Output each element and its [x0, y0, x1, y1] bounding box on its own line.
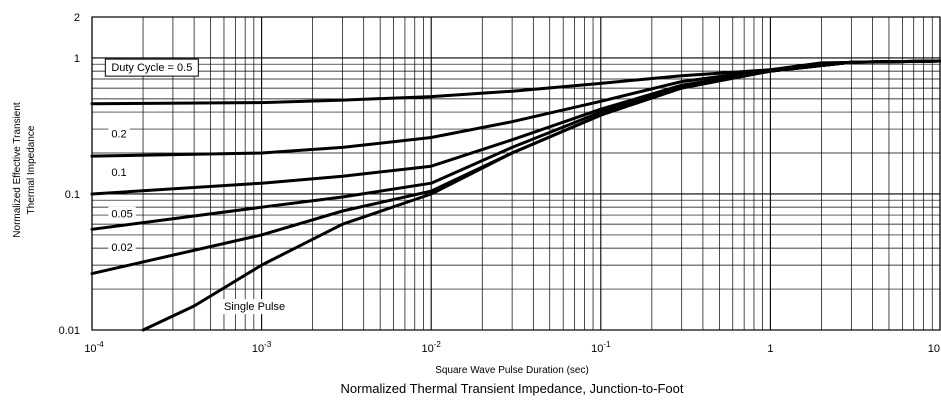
- y-tick-label: 0.01: [59, 325, 80, 337]
- y-tick-label: 2: [74, 12, 80, 24]
- x-tick-label: 10: [928, 343, 940, 355]
- series-layer: [90, 59, 941, 332]
- series-label-bg: [220, 299, 289, 315]
- y-axis-label-line-2: Thermal Impedance: [26, 125, 37, 214]
- series-label-5: Single Pulse: [224, 301, 285, 313]
- series-line-1: [90, 59, 941, 158]
- series-label-bg: [108, 240, 136, 256]
- series-label-bg: [108, 165, 130, 181]
- x-tick-label: 1: [767, 343, 773, 355]
- y-axis-label-line-1: Normalized Effective Transient: [12, 102, 23, 238]
- series-line-5: [141, 59, 941, 332]
- x-tick-label: 10-2: [422, 340, 442, 355]
- series-label-layer: Duty Cycle = 0.5 0.2 0.1 0.05 0.02 Single Pul…: [104, 58, 289, 315]
- plot-frame: [91, 16, 941, 331]
- series-line-2: [90, 59, 941, 196]
- series-label-box: [104, 58, 199, 77]
- series-label-bg: [108, 126, 130, 142]
- x-tick-label: 10-1: [591, 340, 611, 355]
- x-axis-label: Square Wave Pulse Duration (sec): [435, 365, 589, 376]
- series-label-4: 0.02: [111, 242, 132, 254]
- series-label-0: Duty Cycle = 0.5: [111, 62, 192, 74]
- series-label-3: 0.05: [111, 209, 132, 221]
- y-tick-label: 0.1: [65, 189, 80, 201]
- x-tick-label: 10-3: [252, 340, 272, 355]
- series-line-3: [90, 59, 941, 231]
- chart-title: Normalized Thermal Transient Impedance, …: [341, 381, 684, 396]
- x-tick-label: 10-4: [84, 340, 104, 355]
- tick-label-layer: 10-4 10-3 10-2 10-1 1 10 2 1 0.1 0.01: [59, 12, 940, 355]
- y-tick-label: 1: [74, 53, 80, 65]
- series-label-1: 0.2: [111, 129, 126, 141]
- series-label-bg: [108, 206, 136, 222]
- series-line-4: [90, 59, 941, 276]
- series-label-2: 0.1: [111, 167, 126, 179]
